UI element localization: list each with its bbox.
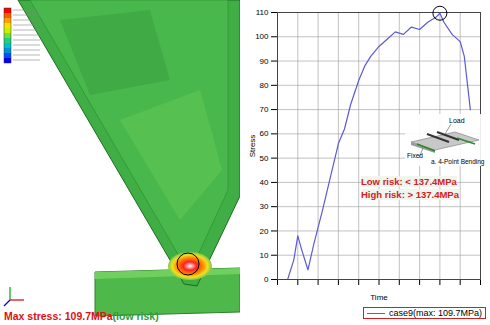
svg-text:10: 10 [260, 251, 269, 260]
html-text:High risk: > 137.4MPa: High risk: > 137.4MPa [361, 189, 459, 200]
svg-text:Max stress: 109.7MPa(low risk): Max stress: 109.7MPa(low risk) [4, 310, 159, 322]
svg-text:20: 20 [260, 227, 269, 236]
svg-text:a. 4-Point Bending: a. 4-Point Bending [431, 158, 485, 166]
svg-text:Fixed: Fixed [407, 152, 423, 159]
svg-text:60: 60 [260, 129, 269, 138]
svg-text:Stress: Stress [248, 135, 257, 158]
svg-text:Time: Time [370, 293, 388, 302]
svg-text:80: 80 [260, 81, 269, 90]
svg-text:100: 100 [255, 32, 269, 41]
svg-text:0: 0 [264, 275, 269, 284]
svg-text:30: 30 [260, 202, 269, 211]
svg-text:70: 70 [260, 105, 269, 114]
svg-text:90: 90 [260, 57, 269, 66]
svg-text:50: 50 [260, 154, 269, 163]
svg-text:40: 40 [260, 178, 269, 187]
svg-text:110: 110 [256, 8, 269, 17]
svg-text:Load: Load [449, 117, 465, 124]
html-text:case9(max: 109.7MPa): case9(max: 109.7MPa) [389, 308, 482, 318]
html-text:Low risk: < 137.4MPa: Low risk: < 137.4MPa [361, 176, 457, 187]
